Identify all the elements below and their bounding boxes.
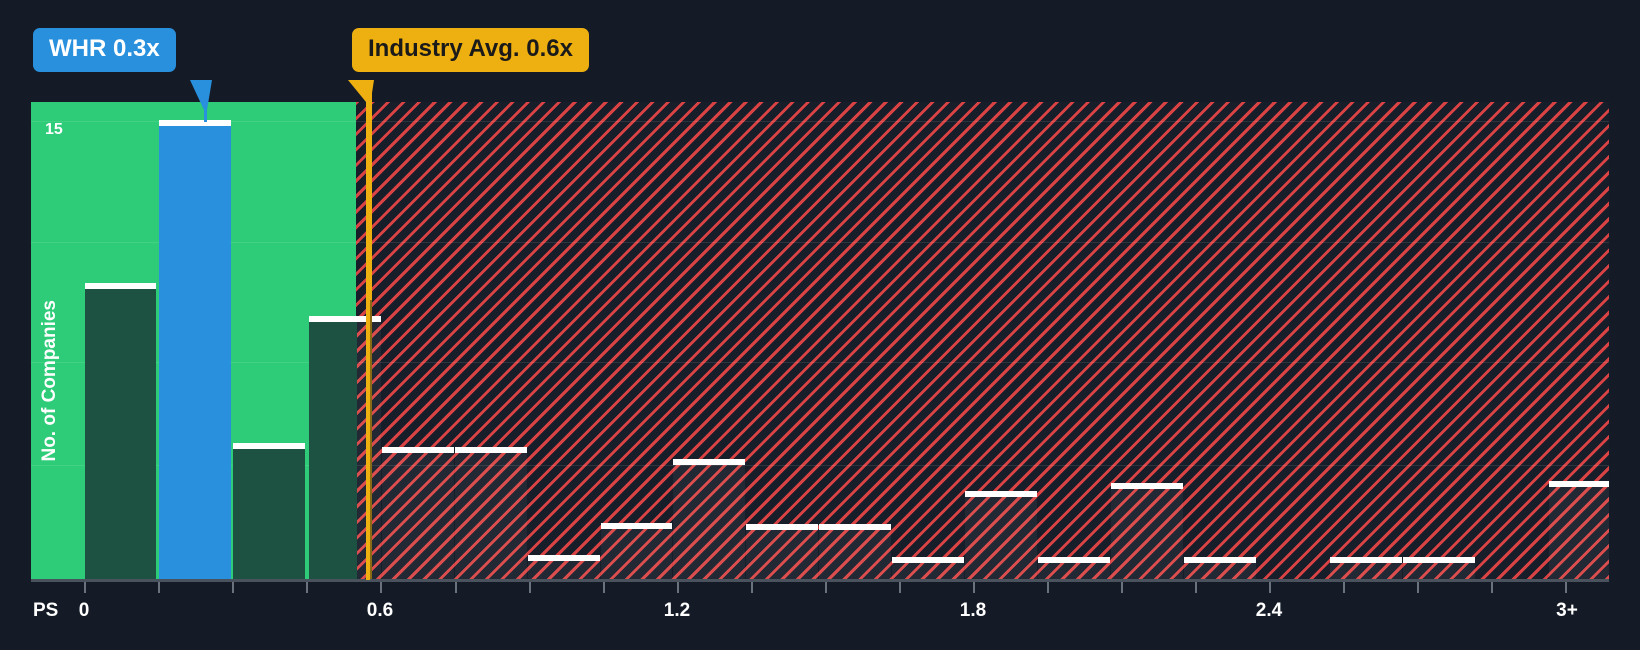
gridline-11 xyxy=(31,242,1609,243)
table-row[interactable] xyxy=(233,443,305,579)
x-tick xyxy=(1047,582,1049,593)
x-tick-label-1.2: 1.2 xyxy=(663,600,691,621)
table-row[interactable] xyxy=(1111,483,1183,579)
table-row[interactable] xyxy=(965,491,1037,579)
x-tick-label-1.8: 1.8 xyxy=(959,600,987,621)
table-row[interactable] xyxy=(601,523,672,579)
bar-cap xyxy=(1111,483,1183,489)
x-tick-label-2.4: 2.4 xyxy=(1255,600,1283,621)
x-tick xyxy=(1491,582,1493,593)
x-tick xyxy=(825,582,827,593)
bar-cap xyxy=(1038,557,1110,563)
bar-cap xyxy=(233,443,305,449)
x-tick xyxy=(1121,582,1123,593)
x-axis-line xyxy=(31,579,1609,582)
bar-cap xyxy=(159,120,231,126)
table-row[interactable] xyxy=(1184,557,1256,579)
bar-cap xyxy=(455,447,527,453)
x-tick xyxy=(455,582,457,593)
y-axis-top-tick-label: 15 xyxy=(45,121,63,138)
bar-cap xyxy=(1330,557,1402,563)
x-tick xyxy=(1343,582,1345,593)
plot-area xyxy=(31,102,1609,579)
x-tick xyxy=(306,582,308,593)
x-tick xyxy=(1269,582,1271,593)
x-tick xyxy=(1195,582,1197,593)
x-tick-label-0: 0 xyxy=(78,600,90,621)
gridline-7 xyxy=(31,362,1609,363)
bar-cap xyxy=(601,523,672,529)
table-row[interactable] xyxy=(673,459,745,579)
table-row[interactable] xyxy=(1038,557,1110,579)
overvalued-zone xyxy=(356,102,1609,579)
bar-cap xyxy=(673,459,745,465)
company-callout-label: WHR 0.3x xyxy=(49,35,160,62)
table-row[interactable] xyxy=(1330,557,1402,579)
x-tick xyxy=(84,582,86,593)
x-axis-title: PS xyxy=(33,600,59,621)
x-tick xyxy=(380,582,382,593)
table-row[interactable] xyxy=(309,316,357,579)
industry-callout[interactable]: Industry Avg. 0.6x xyxy=(352,28,589,72)
bar-cap xyxy=(85,283,156,289)
x-tick xyxy=(529,582,531,593)
bar-cap xyxy=(892,557,964,563)
company-callout[interactable]: WHR 0.3x xyxy=(33,28,176,72)
bar-cap xyxy=(528,555,600,561)
x-tick-label-0.6: 0.6 xyxy=(366,600,394,621)
table-row[interactable] xyxy=(1549,481,1609,579)
table-row[interactable] xyxy=(382,447,454,579)
bar-cap xyxy=(1403,557,1475,563)
x-tick xyxy=(1565,582,1567,593)
bar-cap xyxy=(965,491,1037,497)
x-tick xyxy=(1417,582,1419,593)
bar-cap xyxy=(309,316,357,322)
table-row[interactable] xyxy=(819,524,891,579)
bar-highlight-whr[interactable] xyxy=(159,120,231,579)
gridline-15 xyxy=(31,121,1609,122)
x-tick-label-3plus: 3+ xyxy=(1556,600,1578,621)
table-row[interactable] xyxy=(746,524,818,579)
industry-callout-label: Industry Avg. 0.6x xyxy=(368,35,573,62)
x-tick xyxy=(603,582,605,593)
bar-cap xyxy=(746,524,818,530)
x-tick xyxy=(899,582,901,593)
table-row[interactable] xyxy=(455,447,527,579)
industry-callout-leader xyxy=(348,80,374,580)
x-tick xyxy=(677,582,679,593)
company-callout-leader xyxy=(190,80,212,122)
table-row[interactable] xyxy=(85,283,156,579)
x-tick xyxy=(751,582,753,593)
x-tick xyxy=(158,582,160,593)
bar-cap xyxy=(1549,481,1609,487)
y-axis-title: No. of Companies xyxy=(39,300,60,462)
bar-cap xyxy=(382,447,454,453)
x-tick xyxy=(232,582,234,593)
table-row[interactable] xyxy=(1403,557,1475,579)
bar-cap xyxy=(819,524,891,530)
x-tick xyxy=(973,582,975,593)
gridline-3 xyxy=(31,465,1609,466)
table-row[interactable] xyxy=(892,557,964,579)
table-row[interactable] xyxy=(528,555,600,579)
bar-cap xyxy=(1184,557,1256,563)
